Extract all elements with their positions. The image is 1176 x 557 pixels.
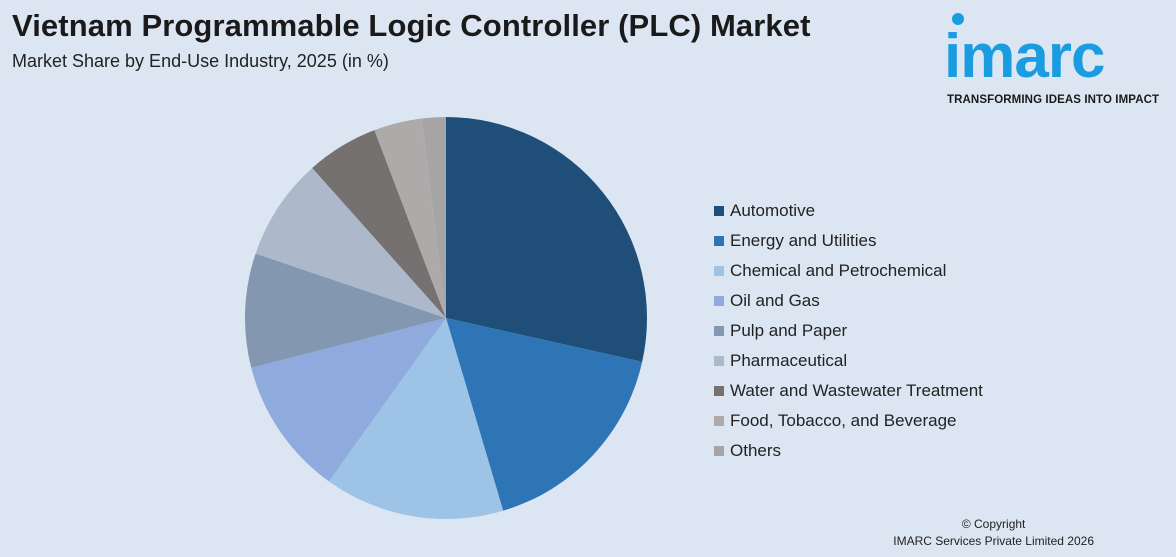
pie-slice-water-and-wastewater-treatment (312, 130, 446, 318)
pie-slice-others (421, 117, 446, 318)
legend-label: Pharmaceutical (730, 351, 848, 370)
logo-dot-icon (952, 13, 964, 25)
copyright-footer: © Copyright IMARC Services Private Limit… (893, 516, 1094, 550)
legend-swatch (714, 266, 724, 276)
logo-tagline: TRANSFORMING IDEAS INTO IMPACT (947, 94, 1160, 106)
pie-slice-food-tobacco-and-beverage (374, 118, 446, 318)
legend-item: Water and Wastewater Treatment (714, 376, 983, 406)
legend-item: Energy and Utilities (714, 226, 983, 256)
legend-item: Food, Tobacco, and Beverage (714, 406, 983, 436)
legend-label: Pulp and Paper (730, 321, 848, 340)
legend-label: Automotive (730, 201, 816, 220)
pie-slice-energy-and-utilities (446, 318, 643, 511)
pie-slice-pharmaceutical (255, 168, 446, 318)
legend-swatch (714, 446, 724, 456)
legend-label: Chemical and Petrochemical (730, 261, 947, 280)
legend-label: Water and Wastewater Treatment (730, 381, 983, 400)
pie-slice-oil-and-gas (251, 318, 446, 482)
pie-slice-pulp-and-paper (245, 253, 446, 368)
legend-swatch (714, 296, 724, 306)
pie-slice-chemical-and-petrochemical (328, 318, 504, 519)
legend-label: Food, Tobacco, and Beverage (730, 411, 957, 430)
legend-swatch (714, 236, 724, 246)
legend-item: Oil and Gas (714, 286, 983, 316)
legend-item: Automotive (714, 196, 983, 226)
legend-item: Pulp and Paper (714, 316, 983, 346)
copyright-line: © Copyright (961, 517, 1026, 531)
legend-swatch (714, 416, 724, 426)
legend-label: Others (730, 441, 782, 460)
chart-title: Vietnam Programmable Logic Controller (P… (12, 8, 811, 43)
imarc-logo: imarc TRANSFORMING IDEAS INTO IMPACT (944, 10, 1170, 110)
company-line: IMARC Services Private Limited 2026 (893, 534, 1094, 548)
legend-item: Others (714, 436, 983, 466)
legend-swatch (714, 326, 724, 336)
pie-slice-automotive (446, 117, 647, 362)
legend-item: Chemical and Petrochemical (714, 256, 983, 286)
legend-label: Oil and Gas (730, 291, 820, 310)
logo-wordmark: imarc (944, 22, 1105, 91)
legend-swatch (714, 206, 724, 216)
legend-label: Energy and Utilities (730, 231, 877, 250)
legend-item: Pharmaceutical (714, 346, 983, 376)
legend-swatch (714, 356, 724, 366)
legend-swatch (714, 386, 724, 396)
chart-subtitle: Market Share by End-Use Industry, 2025 (… (12, 51, 389, 71)
chart-legend: Automotive Energy and Utilities Chemical a… (714, 196, 983, 466)
